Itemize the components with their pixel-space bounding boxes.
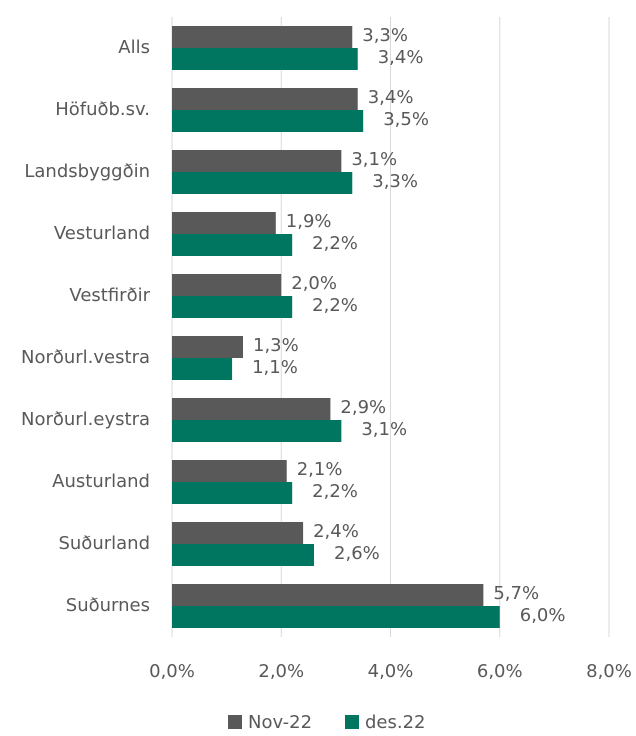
y-tick-label: Norðurl.eystra <box>21 409 150 430</box>
value-label: 3,1% <box>361 419 407 440</box>
bar <box>172 482 293 504</box>
bar <box>172 420 342 442</box>
bar <box>172 150 342 172</box>
bar <box>172 522 304 544</box>
value-label: 6,0% <box>520 605 566 626</box>
bar <box>172 336 244 358</box>
value-label: 1,9% <box>286 211 332 232</box>
bar <box>172 296 293 318</box>
y-tick-label: Höfuðb.sv. <box>55 99 150 120</box>
value-label: 3,4% <box>378 47 424 68</box>
x-tick-label: 4,0% <box>368 661 414 682</box>
legend-label: des.22 <box>365 712 426 733</box>
value-label: 2,9% <box>340 397 386 418</box>
bar <box>172 110 364 132</box>
value-label: 1,1% <box>252 357 298 378</box>
bar <box>172 584 484 606</box>
value-label: 1,3% <box>253 335 299 356</box>
value-label: 3,3% <box>372 171 418 192</box>
bar <box>172 606 500 628</box>
bar <box>172 234 293 256</box>
x-tick-label: 2,0% <box>258 661 304 682</box>
y-tick-label: Norðurl.vestra <box>21 347 150 368</box>
value-label: 3,5% <box>383 109 429 130</box>
legend-swatch <box>228 715 242 729</box>
legend-label: Nov-22 <box>248 712 312 733</box>
bar <box>172 212 276 234</box>
bar <box>172 460 287 482</box>
y-tick-label: Landsbyggðin <box>24 161 150 182</box>
bar <box>172 358 233 380</box>
value-label: 2,4% <box>313 521 359 542</box>
y-tick-label: Vesturland <box>54 223 150 244</box>
value-label: 3,1% <box>351 149 397 170</box>
x-tick-label: 6,0% <box>477 661 523 682</box>
value-label: 2,2% <box>312 233 358 254</box>
legend-swatch <box>345 715 359 729</box>
x-tick-label: 0,0% <box>149 661 195 682</box>
x-tick-label: 8,0% <box>586 661 632 682</box>
bar <box>172 398 331 420</box>
bar <box>172 172 353 194</box>
bar <box>172 48 358 70</box>
bar <box>172 274 282 296</box>
value-label: 2,2% <box>312 481 358 502</box>
value-label: 2,6% <box>334 543 380 564</box>
value-label: 3,3% <box>362 25 408 46</box>
y-tick-label: Alls <box>118 37 150 58</box>
value-label: 5,7% <box>493 583 539 604</box>
value-label: 2,0% <box>291 273 337 294</box>
bar <box>172 88 358 110</box>
value-label: 2,2% <box>312 295 358 316</box>
bar <box>172 544 315 566</box>
value-label: 3,4% <box>368 87 414 108</box>
y-tick-label: Austurland <box>52 471 150 492</box>
bar <box>172 26 353 48</box>
value-label: 2,1% <box>297 459 343 480</box>
y-tick-label: Vestfirðir <box>69 285 150 306</box>
y-tick-label: Suðurland <box>58 533 150 554</box>
y-tick-label: Suðurnes <box>66 595 150 616</box>
